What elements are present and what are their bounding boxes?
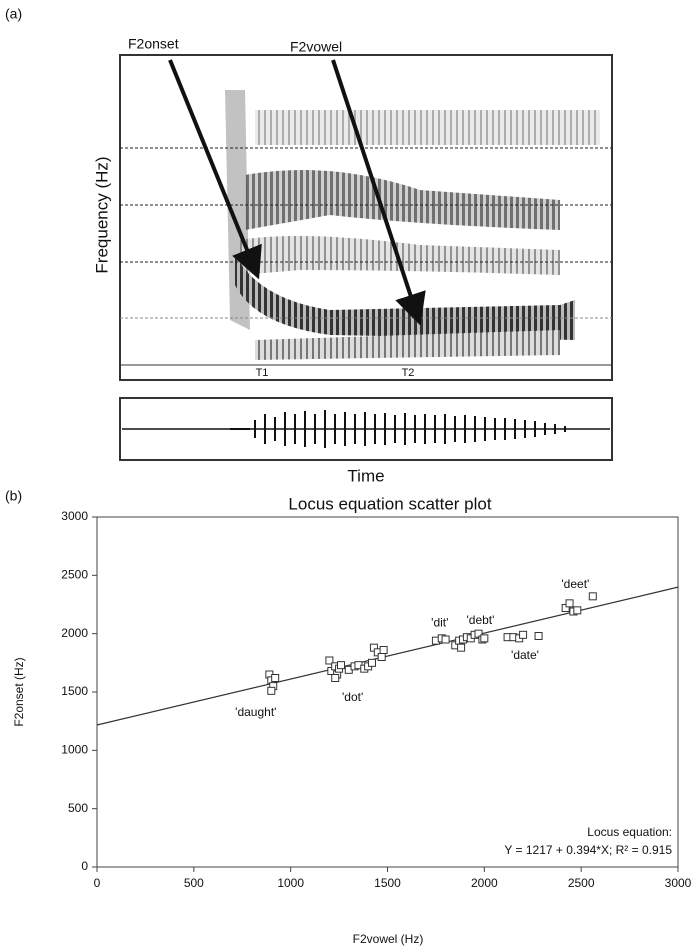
point — [534, 632, 543, 640]
panel-label: (b) — [5, 488, 22, 504]
point — [271, 674, 280, 682]
y-tick-label: 1500 — [61, 684, 88, 698]
fit-line — [96, 586, 679, 726]
x-tick-label: 1500 — [374, 876, 401, 890]
arrow-label: F2onset — [128, 36, 179, 52]
point — [519, 630, 528, 639]
arrow-label: F2vowel — [290, 39, 342, 55]
panel-label: (a) — [5, 6, 22, 22]
x-tick-label: 0 — [94, 876, 101, 890]
annotation: 'deet' — [561, 577, 589, 591]
time-marker: T1 — [256, 367, 269, 379]
point — [377, 653, 386, 661]
arrow — [331, 59, 426, 326]
plot-area — [96, 516, 679, 868]
equation-label: Locus equation: — [587, 825, 672, 839]
point — [331, 674, 340, 682]
point — [588, 592, 597, 601]
point — [457, 643, 466, 652]
point — [325, 656, 334, 665]
y-tick-label: 500 — [68, 801, 88, 815]
time-marker: T2 — [402, 367, 415, 379]
chart-title: Locus equation scatter plot — [288, 494, 491, 513]
annotation: 'debt' — [466, 613, 494, 627]
x-tick-label: 2500 — [568, 876, 595, 890]
point — [267, 686, 276, 695]
y-tick-label: 0 — [81, 859, 88, 873]
annotation: 'daught' — [235, 705, 276, 719]
x-tick-label: 3000 — [665, 876, 692, 890]
equation: Y = 1217 + 0.394*X; R² = 0.915 — [504, 843, 672, 857]
point — [480, 634, 489, 643]
x-tick-label: 2000 — [471, 876, 498, 890]
point — [379, 646, 388, 654]
x-tick-label: 500 — [184, 876, 204, 890]
x-axis-label: F2vowel (Hz) — [353, 932, 424, 946]
point — [565, 599, 574, 608]
y-axis-label: Frequency (Hz) — [92, 156, 111, 273]
y-axis-label: F2onset (Hz) — [12, 657, 26, 726]
plot: 0 500 1000 1500 2000 2500 3000 0 500 1000 1500 2000… — [61, 509, 691, 890]
arrow — [168, 59, 262, 280]
y-tick-label: 3000 — [61, 509, 88, 523]
point — [337, 661, 346, 670]
y-tick-label: 2000 — [61, 626, 88, 640]
point — [441, 635, 450, 644]
annotation: 'date' — [511, 648, 539, 662]
annotation: 'dit' — [431, 615, 448, 629]
spectrogram — [119, 54, 613, 381]
point — [573, 606, 582, 615]
point — [368, 658, 377, 667]
annotation: 'dot' — [342, 690, 363, 704]
y-tick-label: 2500 — [61, 568, 88, 582]
waveform — [119, 397, 613, 461]
y-tick-label: 1000 — [61, 743, 88, 757]
x-tick-label: 1000 — [277, 876, 304, 890]
x-axis-label: Time — [347, 466, 384, 485]
